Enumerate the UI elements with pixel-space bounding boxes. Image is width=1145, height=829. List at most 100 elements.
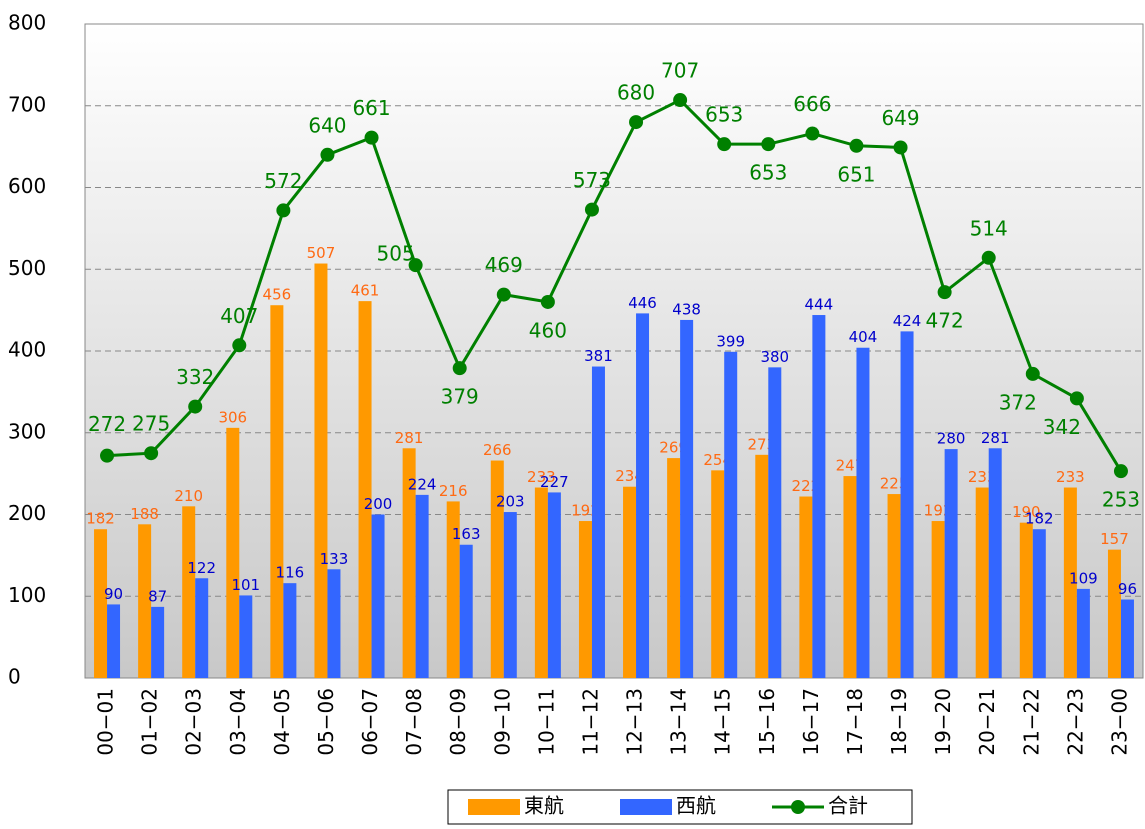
line-value-label: 651 xyxy=(837,162,875,186)
bar xyxy=(843,476,857,678)
bar-value-label: 456 xyxy=(263,286,292,304)
x-tick-label: 16−17 xyxy=(799,688,823,756)
bar xyxy=(534,487,548,678)
line-marker xyxy=(1069,391,1084,406)
bar xyxy=(1063,487,1077,678)
x-tick-label: 18−19 xyxy=(887,688,911,756)
line-value-label: 379 xyxy=(441,385,479,409)
legend-box xyxy=(447,789,913,825)
y-tick-label: 800 xyxy=(8,11,46,35)
bar xyxy=(623,486,637,678)
y-tick-label: 600 xyxy=(8,174,46,198)
bar xyxy=(724,351,738,678)
line-marker xyxy=(1025,366,1040,381)
bar-value-label: 281 xyxy=(395,429,424,447)
line-value-label: 649 xyxy=(881,106,919,130)
bar xyxy=(578,521,592,678)
x-tick-label: 08−09 xyxy=(446,688,470,756)
x-tick-label: 22−23 xyxy=(1063,688,1087,756)
bar-value-label: 281 xyxy=(981,429,1010,447)
bar xyxy=(591,366,605,678)
line-value-label: 653 xyxy=(749,161,787,185)
x-tick-label: 14−15 xyxy=(711,688,735,756)
x-tick-label: 07−08 xyxy=(402,688,426,756)
legend-label: 合計 xyxy=(828,794,868,818)
line-marker xyxy=(584,202,599,217)
line-value-label: 472 xyxy=(926,309,964,333)
bar-value-label: 306 xyxy=(218,408,247,426)
x-tick-label: 11−12 xyxy=(578,688,602,756)
bar-value-label: 381 xyxy=(584,347,613,365)
y-tick-label: 700 xyxy=(8,92,46,116)
bar xyxy=(415,494,429,678)
y-tick-label: 500 xyxy=(8,256,46,280)
line-marker xyxy=(188,399,203,414)
bar xyxy=(1076,588,1090,678)
line-marker xyxy=(893,140,908,155)
line-marker xyxy=(717,137,732,152)
bar-value-label: 87 xyxy=(148,587,167,605)
line-value-label: 460 xyxy=(529,318,567,342)
line-marker xyxy=(673,93,688,108)
line-value-label: 573 xyxy=(573,168,611,192)
line-value-label: 707 xyxy=(661,59,699,83)
line-value-label: 272 xyxy=(88,412,126,436)
y-tick-label: 0 xyxy=(8,665,21,689)
line-marker xyxy=(849,138,864,153)
bar xyxy=(283,583,297,678)
bar xyxy=(107,604,121,678)
bar-value-label: 233 xyxy=(1056,468,1085,486)
bar-value-label: 109 xyxy=(1069,569,1098,587)
bar xyxy=(887,494,901,678)
line-value-label: 407 xyxy=(220,304,258,328)
bar xyxy=(94,529,108,678)
legend-label: 東航 xyxy=(524,794,564,818)
bar-value-label: 216 xyxy=(439,482,468,500)
line-marker xyxy=(761,137,776,152)
bar xyxy=(151,606,165,678)
y-tick-label: 300 xyxy=(8,419,46,443)
line-value-label: 372 xyxy=(999,390,1037,414)
line-value-label: 514 xyxy=(970,216,1008,240)
line-marker xyxy=(452,361,467,376)
bar xyxy=(1107,549,1121,678)
bar xyxy=(1120,599,1134,678)
line-value-label: 653 xyxy=(705,103,743,127)
line-marker xyxy=(981,250,996,265)
bar-value-label: 133 xyxy=(320,550,349,568)
bar-value-label: 188 xyxy=(130,505,159,523)
line-value-label: 661 xyxy=(352,96,390,120)
bar xyxy=(182,506,196,678)
line-marker xyxy=(276,203,291,218)
bar xyxy=(680,319,694,678)
line-marker xyxy=(629,115,644,130)
bar-value-label: 157 xyxy=(1100,530,1129,548)
legend-swatch xyxy=(468,799,520,815)
bar xyxy=(768,367,782,678)
bar xyxy=(755,454,769,678)
bar xyxy=(226,427,240,678)
line-marker xyxy=(320,147,335,162)
bar xyxy=(490,460,504,678)
x-tick-label: 19−20 xyxy=(931,688,955,756)
bar xyxy=(314,263,328,678)
bar-value-label: 227 xyxy=(540,473,569,491)
bar-value-label: 90 xyxy=(104,585,123,603)
bar xyxy=(1019,522,1033,678)
bar-value-label: 446 xyxy=(628,294,657,312)
y-tick-label: 400 xyxy=(8,338,46,362)
bar xyxy=(944,449,958,678)
x-tick-label: 00−01 xyxy=(94,688,118,756)
line-marker xyxy=(540,294,555,309)
bar-value-label: 461 xyxy=(351,282,380,300)
bar xyxy=(547,492,561,678)
bar xyxy=(327,569,341,678)
bar-value-label: 163 xyxy=(452,525,481,543)
line-marker xyxy=(496,287,511,302)
x-tick-label: 13−14 xyxy=(667,688,691,756)
line-value-label: 469 xyxy=(485,253,523,277)
bar xyxy=(358,301,372,678)
bar-value-label: 266 xyxy=(483,441,512,459)
line-value-label: 253 xyxy=(1102,488,1140,512)
